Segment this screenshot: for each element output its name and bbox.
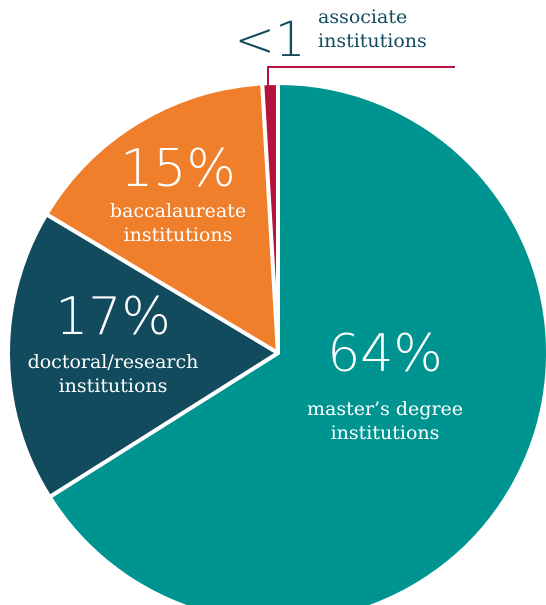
category-label: doctoral/research institutions [27, 351, 199, 397]
pie-slice [6, 212, 280, 499]
value-label: 15% [120, 139, 236, 199]
leader-line [267, 66, 455, 86]
category-label: master’s degree institutions [306, 398, 464, 444]
value-label: 17% [55, 287, 171, 347]
value-label: 64% [327, 324, 443, 384]
pie-slice [47, 81, 546, 605]
pie-slice [260, 81, 280, 355]
category-label: associate institutions [318, 6, 427, 52]
category-label: baccalaureate institutions [109, 200, 247, 246]
value-label: <1 [234, 12, 306, 68]
pie-slice [44, 81, 280, 355]
